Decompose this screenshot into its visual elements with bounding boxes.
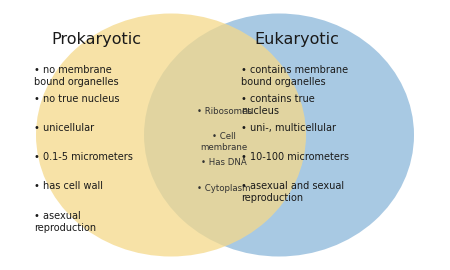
- Text: • Ribosomes: • Ribosomes: [197, 107, 252, 116]
- Text: • unicellular: • unicellular: [34, 123, 94, 133]
- Text: • asexual and sexual
reproduction: • asexual and sexual reproduction: [241, 181, 344, 203]
- Text: Eukaryotic: Eukaryotic: [254, 32, 339, 48]
- Text: • Cell
membrane: • Cell membrane: [201, 132, 248, 152]
- Ellipse shape: [36, 14, 306, 256]
- Text: • has cell wall: • has cell wall: [34, 181, 103, 191]
- Text: • 10-100 micrometers: • 10-100 micrometers: [241, 152, 349, 162]
- Text: • uni-, multicellular: • uni-, multicellular: [241, 123, 336, 133]
- Text: • Cytoplasm: • Cytoplasm: [198, 184, 251, 193]
- Text: Prokaryotic: Prokaryotic: [52, 32, 142, 48]
- Text: • Has DNA: • Has DNA: [201, 158, 247, 167]
- Text: • no true nucleus: • no true nucleus: [34, 94, 119, 104]
- Text: • no membrane
bound organelles: • no membrane bound organelles: [34, 65, 118, 87]
- Ellipse shape: [144, 14, 414, 256]
- Text: • contains membrane
bound organelles: • contains membrane bound organelles: [241, 65, 348, 87]
- Text: • asexual
reproduction: • asexual reproduction: [34, 211, 96, 232]
- Text: • contains true
nucleus: • contains true nucleus: [241, 94, 315, 116]
- Text: • 0.1-5 micrometers: • 0.1-5 micrometers: [34, 152, 133, 162]
